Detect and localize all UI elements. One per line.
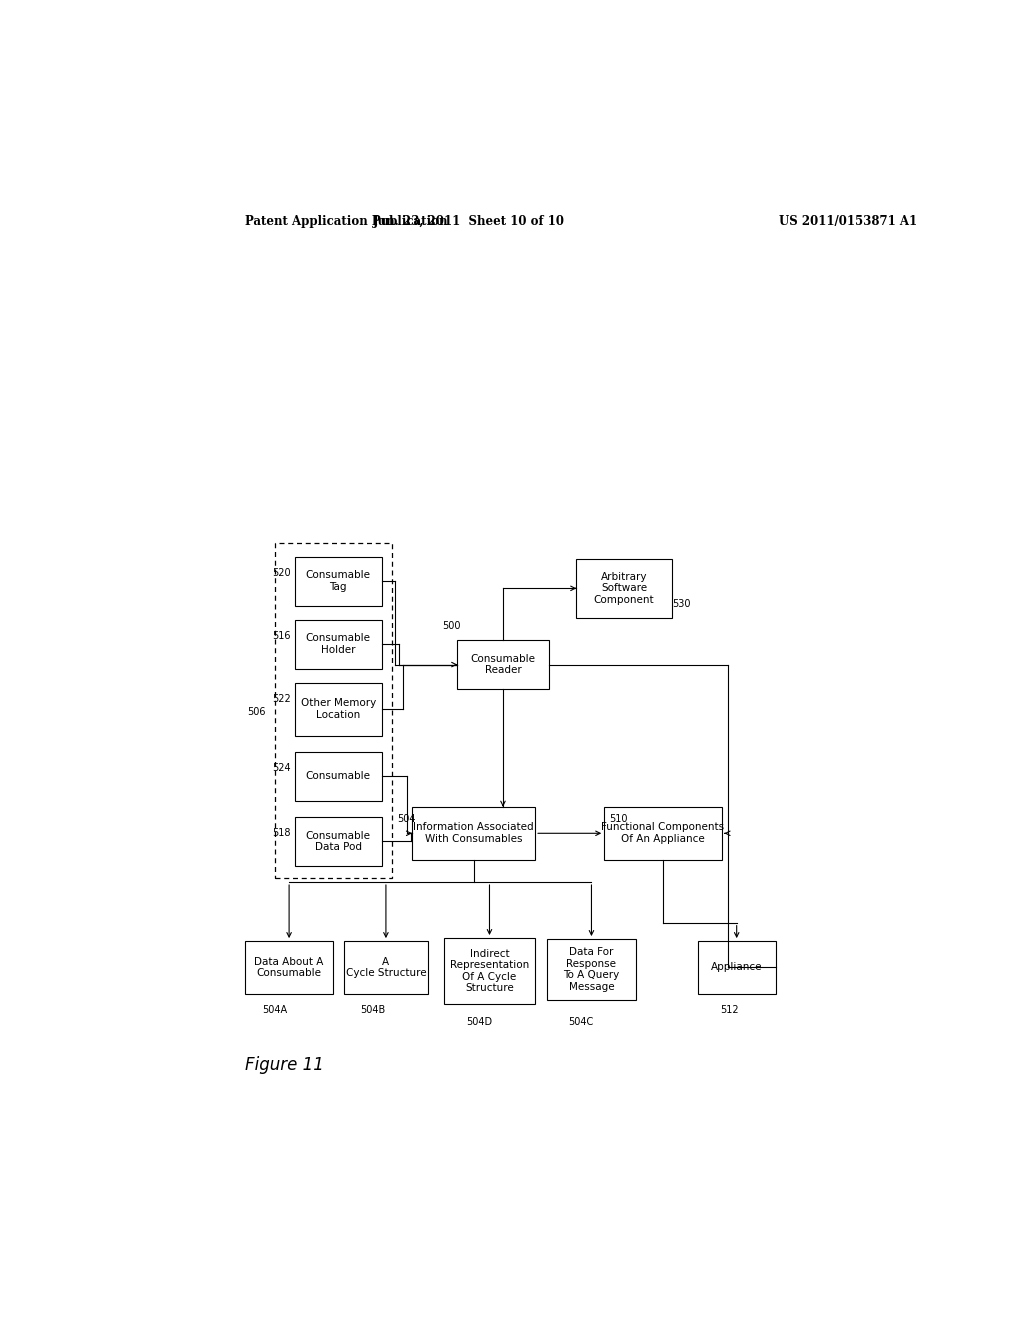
FancyBboxPatch shape (443, 939, 536, 1005)
FancyBboxPatch shape (577, 558, 672, 618)
FancyBboxPatch shape (458, 640, 549, 689)
Text: Appliance: Appliance (711, 962, 763, 973)
Text: 504B: 504B (359, 1005, 385, 1015)
Text: 500: 500 (442, 620, 461, 631)
Text: 516: 516 (272, 631, 291, 642)
Text: Functional Components
Of An Appliance: Functional Components Of An Appliance (601, 822, 724, 843)
Text: A
Cycle Structure: A Cycle Structure (346, 957, 426, 978)
FancyBboxPatch shape (295, 752, 382, 801)
Text: 520: 520 (271, 568, 291, 578)
Text: Consumable
Reader: Consumable Reader (470, 653, 536, 676)
FancyBboxPatch shape (295, 620, 382, 669)
FancyBboxPatch shape (246, 941, 333, 994)
Text: 506: 506 (248, 708, 266, 717)
Text: 530: 530 (673, 598, 691, 609)
Text: Data About A
Consumable: Data About A Consumable (254, 957, 324, 978)
Text: Jun. 23, 2011  Sheet 10 of 10: Jun. 23, 2011 Sheet 10 of 10 (373, 215, 565, 228)
Text: Information Associated
With Consumables: Information Associated With Consumables (414, 822, 534, 843)
Text: Patent Application Publication: Patent Application Publication (246, 215, 447, 228)
Text: 522: 522 (271, 694, 291, 704)
Text: Other Memory
Location: Other Memory Location (301, 698, 376, 721)
Text: Figure 11: Figure 11 (246, 1056, 325, 1074)
Text: Consumable
Tag: Consumable Tag (306, 570, 371, 593)
Text: 524: 524 (271, 763, 291, 774)
Text: Consumable: Consumable (306, 771, 371, 781)
Text: US 2011/0153871 A1: US 2011/0153871 A1 (778, 215, 916, 228)
FancyBboxPatch shape (547, 939, 636, 1001)
Text: 504A: 504A (262, 1005, 288, 1015)
FancyBboxPatch shape (697, 941, 775, 994)
Text: Consumable
Holder: Consumable Holder (306, 634, 371, 655)
Text: Arbitrary
Software
Component: Arbitrary Software Component (594, 572, 654, 605)
Text: Consumable
Data Pod: Consumable Data Pod (306, 830, 371, 853)
FancyBboxPatch shape (604, 807, 722, 859)
Text: 504C: 504C (568, 1018, 594, 1027)
Text: 518: 518 (272, 828, 291, 838)
FancyBboxPatch shape (295, 557, 382, 606)
Text: 504: 504 (397, 814, 416, 824)
FancyBboxPatch shape (412, 807, 536, 859)
FancyBboxPatch shape (344, 941, 428, 994)
Text: Data For
Response
To A Query
Message: Data For Response To A Query Message (563, 946, 620, 991)
FancyBboxPatch shape (295, 817, 382, 866)
Text: 512: 512 (720, 1005, 739, 1015)
Text: 510: 510 (609, 814, 628, 824)
Text: Indirect
Representation
Of A Cycle
Structure: Indirect Representation Of A Cycle Struc… (450, 949, 529, 994)
FancyBboxPatch shape (295, 682, 382, 735)
Text: 504D: 504D (467, 1018, 493, 1027)
